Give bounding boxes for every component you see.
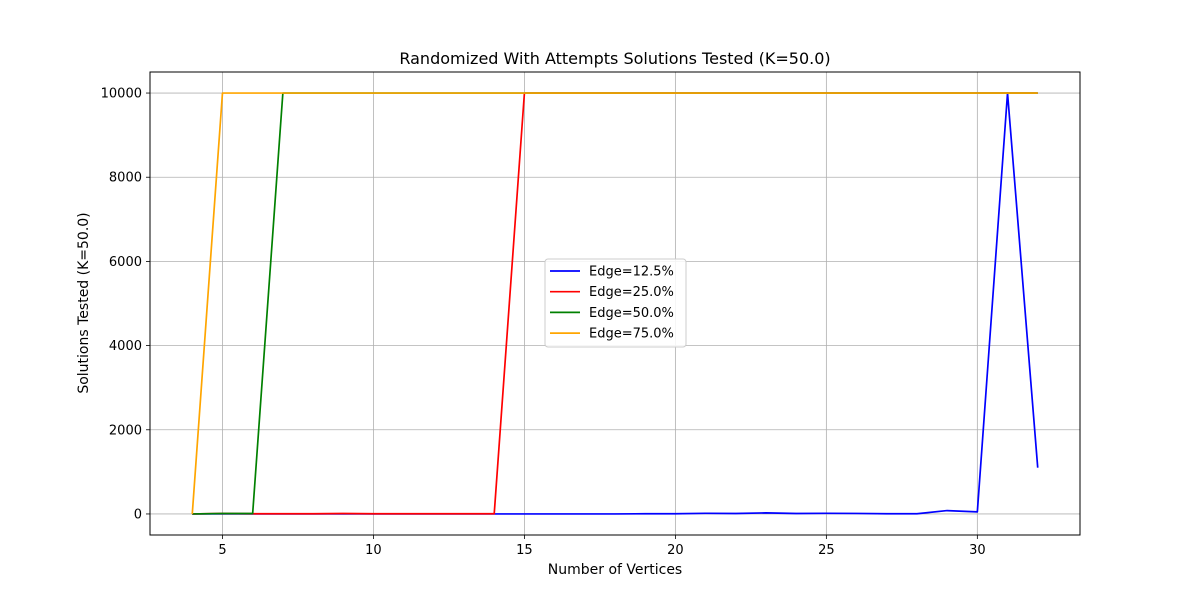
x-tick-label: 15 bbox=[516, 543, 533, 558]
x-tick-label: 10 bbox=[365, 543, 382, 558]
x-tick-label: 20 bbox=[667, 543, 684, 558]
chart-title: Randomized With Attempts Solutions Teste… bbox=[399, 49, 830, 68]
y-tick-label: 8000 bbox=[109, 171, 142, 186]
legend-label: Edge=25.0% bbox=[589, 285, 674, 300]
y-tick-label: 4000 bbox=[109, 339, 142, 354]
y-tick-label: 0 bbox=[134, 507, 142, 522]
legend-box bbox=[544, 258, 687, 348]
series-lines bbox=[191, 92, 1039, 515]
x-axis-label: Number of Vertices bbox=[548, 562, 682, 578]
y-tick-label: 2000 bbox=[109, 423, 142, 438]
legend: Edge=12.5% Edge=25.0% Edge=50.0% Edge=75.0% bbox=[544, 258, 687, 348]
x-tick-label: 5 bbox=[218, 543, 226, 558]
axis-ticks: 5 10 15 20 25 30 0 2000 4000 6000 8000 10000 bbox=[101, 87, 986, 558]
series-line-3 bbox=[191, 92, 1038, 515]
y-tick-label: 6000 bbox=[109, 255, 142, 270]
legend-label: Edge=50.0% bbox=[589, 306, 674, 321]
legend-label: Edge=75.0% bbox=[589, 327, 674, 342]
y-axis-label: Solutions Tested (K=50.0) bbox=[76, 212, 92, 393]
x-tick-label: 25 bbox=[818, 543, 835, 558]
x-tick-label: 30 bbox=[969, 543, 986, 558]
legend-label: Edge=12.5% bbox=[589, 265, 674, 280]
y-tick-label: 10000 bbox=[101, 87, 142, 102]
plot-frame bbox=[149, 71, 1081, 536]
